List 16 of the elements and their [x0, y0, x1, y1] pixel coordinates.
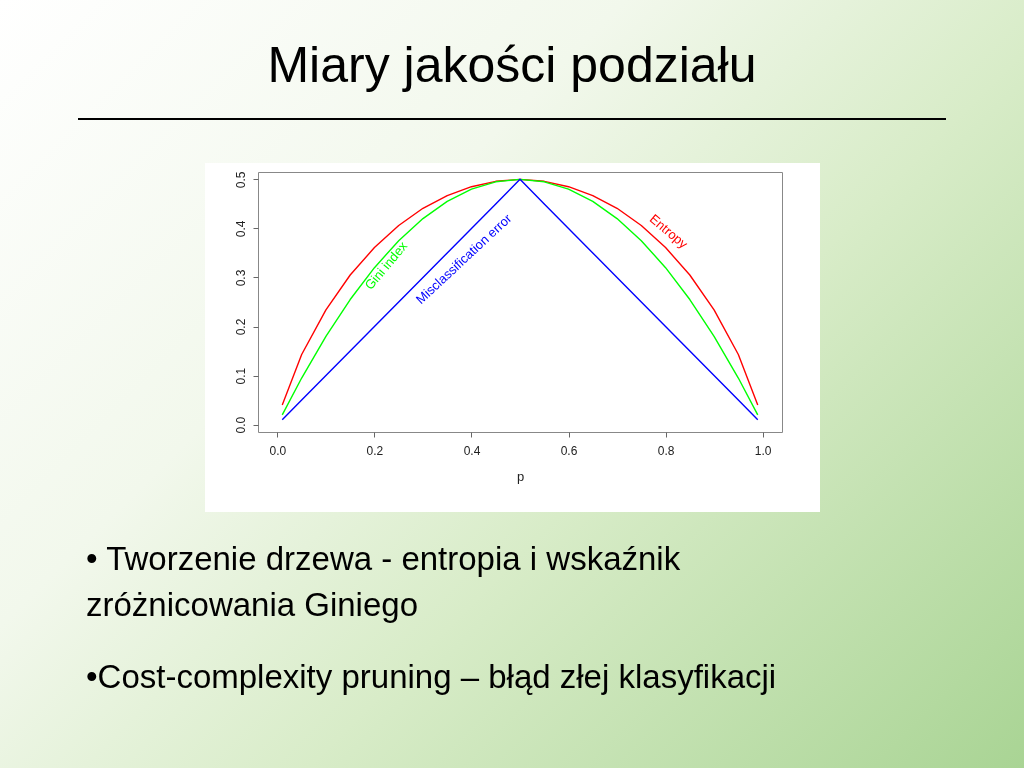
y-tick-label: 0.3	[233, 269, 248, 287]
x-tick-label: 0.8	[657, 443, 675, 458]
y-tick-label: 0.1	[233, 367, 248, 385]
x-tick-label: 0.4	[463, 443, 481, 458]
y-tick-label: 0.0	[233, 416, 248, 434]
y-tick-label: 0.2	[233, 318, 248, 336]
x-axis-title: p	[516, 468, 525, 484]
x-tick-label: 0.6	[560, 443, 578, 458]
y-tick-label: 0.4	[233, 220, 248, 238]
text: •Cost-complexity pruning – błąd złej klasyfikacji	[86, 657, 778, 697]
text: • Tworzenie drzewa - entropia i wskaźnik zróżnicowania Giniego	[86, 539, 682, 625]
x-tick-label: 1.0	[754, 443, 772, 458]
x-tick-label: 0.0	[269, 443, 287, 458]
y-tick-label: 0.5	[233, 171, 248, 189]
x-tick-label: 0.2	[366, 443, 384, 458]
chart-title: Miary jakości podziału	[266, 36, 758, 94]
